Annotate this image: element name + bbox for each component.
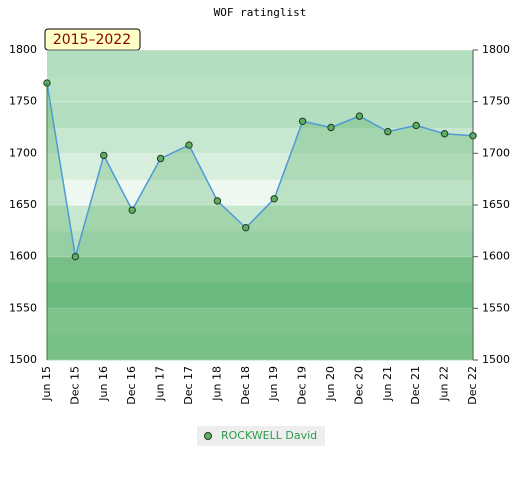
area	[47, 83, 473, 361]
stripe	[47, 101, 473, 128]
point	[71, 252, 80, 261]
x-tick-label: Jun 16	[97, 366, 110, 402]
stripe	[47, 75, 473, 103]
annotation-box	[44, 28, 141, 51]
stripe	[47, 230, 473, 258]
y-tick-label: 1800	[9, 43, 37, 56]
legend-marker	[204, 432, 212, 440]
x-tick-label: Jun 20	[324, 366, 337, 402]
x-tick-label: Dec 21	[409, 366, 422, 405]
point	[156, 154, 165, 163]
x-tick-label: Jun 22	[438, 366, 451, 402]
y2-tick-label: 1700	[482, 146, 510, 159]
point	[185, 141, 193, 149]
x-tick-label: Jun 21	[381, 366, 394, 402]
x-tick-label: Dec 19	[296, 366, 309, 405]
y-tick-label: 1750	[9, 95, 37, 108]
y2-tick-label: 1750	[482, 95, 510, 108]
line	[46, 82, 474, 257]
point	[298, 117, 307, 126]
y2-tick-label: 1800	[482, 43, 510, 56]
x-tick-label: Dec 18	[239, 366, 252, 405]
point	[128, 206, 136, 214]
point	[355, 112, 364, 120]
stripe	[47, 334, 473, 361]
stripe	[47, 205, 473, 232]
point	[100, 151, 108, 160]
point	[213, 197, 222, 205]
x-tick-label: Dec 15	[68, 366, 81, 405]
x-tick-label: Dec 16	[125, 366, 138, 405]
y2-tick-label: 1500	[482, 353, 510, 366]
x-tick-label: Dec 17	[182, 366, 195, 405]
stripe	[47, 153, 473, 180]
chart-title: WOF ratinglist	[214, 6, 307, 19]
y-tick-label: 1550	[9, 301, 37, 314]
y-tick-label: 1700	[9, 146, 37, 159]
x-tick-label: Jun 19	[267, 366, 280, 402]
x-tick-label: Dec 22	[466, 366, 479, 405]
point	[384, 127, 392, 136]
stripe	[47, 127, 473, 154]
y-tick-label: 1600	[9, 250, 37, 263]
stripe	[47, 256, 473, 283]
x-tick-label: Jun 18	[210, 366, 223, 402]
stripe	[47, 50, 473, 77]
y2-tick-label: 1650	[482, 198, 510, 211]
x-tick-label: Jun 15	[40, 366, 53, 402]
stripe	[47, 282, 473, 309]
legend-box	[197, 426, 325, 446]
y-tick-label: 1500	[9, 353, 37, 366]
x-tick-label: Dec 20	[352, 366, 365, 405]
point	[469, 132, 477, 140]
legend-label: ROCKWELL David	[221, 429, 317, 442]
point	[440, 130, 449, 138]
stripe	[47, 308, 473, 335]
annotation: 2015–2022	[53, 32, 131, 48]
x-tick-label: Jun 17	[154, 366, 167, 402]
point	[327, 123, 335, 132]
y-tick-label: 1650	[9, 198, 37, 211]
background	[47, 50, 473, 361]
point	[270, 195, 278, 203]
y2-tick-label: 1550	[482, 301, 510, 314]
point	[242, 224, 250, 232]
point	[412, 121, 420, 130]
y2-tick-label: 1600	[482, 250, 510, 263]
